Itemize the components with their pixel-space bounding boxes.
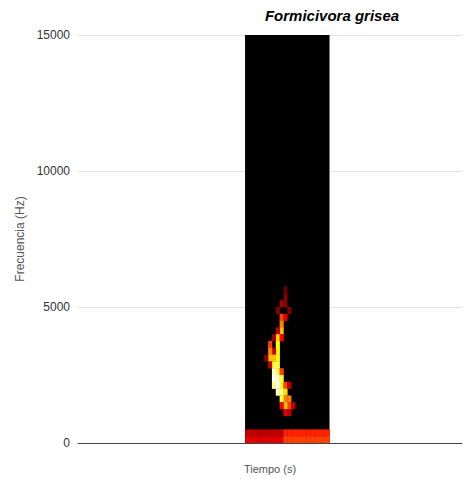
- svg-text:5000: 5000: [43, 300, 70, 314]
- svg-text:10000: 10000: [37, 164, 71, 178]
- svg-text:15000: 15000: [37, 28, 71, 42]
- svg-text:Tiempo (s): Tiempo (s): [244, 463, 296, 475]
- svg-text:0: 0: [63, 436, 70, 450]
- svg-text:Frecuencia (Hz): Frecuencia (Hz): [13, 196, 27, 281]
- svg-text:Formicivora grisea: Formicivora grisea: [265, 7, 399, 24]
